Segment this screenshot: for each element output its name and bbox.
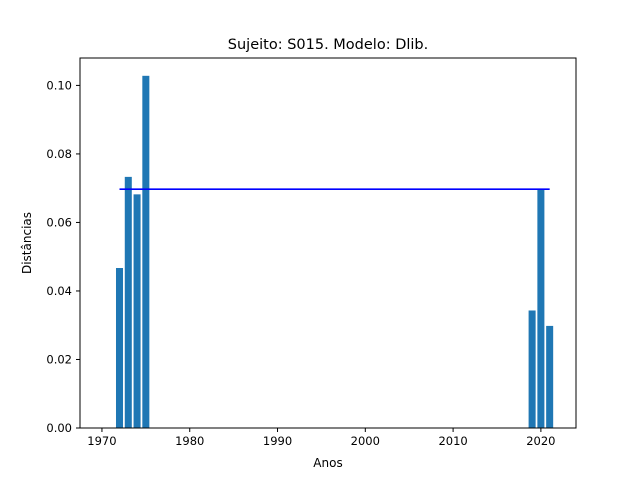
y-tick-label: 0.02 — [46, 352, 72, 366]
x-tick-label: 2020 — [526, 434, 555, 448]
y-tick-label: 0.06 — [46, 215, 72, 229]
x-tick-label: 2010 — [438, 434, 467, 448]
bar — [133, 194, 141, 428]
y-tick-label: 0.10 — [46, 78, 72, 92]
y-tick-label: 0.00 — [46, 421, 72, 435]
bar — [142, 75, 150, 428]
bar — [537, 188, 545, 428]
bar — [124, 176, 132, 428]
y-tick-label: 0.08 — [46, 147, 72, 161]
y-axis-ticks: 0.00 0.02 0.04 0.06 0.08 0.10 — [46, 78, 80, 435]
x-tick-label: 1970 — [87, 434, 116, 448]
x-tick-label: 1980 — [175, 434, 204, 448]
plot-frame — [79, 57, 577, 429]
x-tick-label: 1990 — [263, 434, 292, 448]
bar — [528, 310, 536, 428]
bar — [546, 325, 554, 428]
y-tick-label: 0.04 — [46, 284, 72, 298]
x-tick-label: 2000 — [351, 434, 380, 448]
bars-layer — [115, 75, 554, 428]
x-axis-ticks: 1970 1980 1990 2000 2010 2020 — [87, 428, 556, 448]
chart-title: Sujeito: S015. Modelo: Dlib. — [228, 37, 428, 53]
bar — [115, 268, 124, 428]
x-axis-label: Anos — [313, 456, 342, 470]
y-axis-label: Distâncias — [20, 212, 34, 274]
